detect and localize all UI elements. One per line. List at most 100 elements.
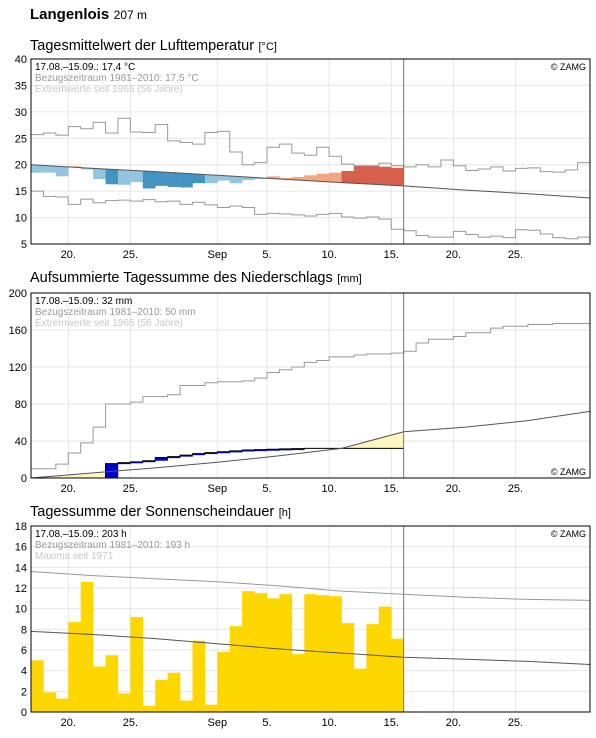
temperature-day-bar xyxy=(93,168,106,179)
temperature-day-bar xyxy=(229,176,243,184)
precip-daily-bar xyxy=(105,463,119,478)
temperature-anomaly-bar xyxy=(353,165,367,174)
precip-daily-bar xyxy=(242,449,255,452)
info-line-3: Extremwerte seit 1965 (56 Jahre) xyxy=(35,318,183,329)
y-tick-label: 16 xyxy=(15,542,27,554)
precip-daily-bar xyxy=(267,449,280,451)
y-tick-label: 40 xyxy=(15,54,27,66)
precip-daily-bar xyxy=(291,448,305,451)
info-line-2: Bezugszeitraum 1981–2010: 50 mm xyxy=(35,307,196,318)
x-tick-label: 25. xyxy=(123,249,138,261)
reference-mean-line xyxy=(30,410,591,479)
precip-daily-bar xyxy=(254,449,268,452)
temperature-day-bar xyxy=(155,171,168,186)
info-line-3: Extremwerte seit 1965 (56 Jahre) xyxy=(35,84,183,95)
sunshine-day-bar xyxy=(254,593,268,712)
x-tick-label: 5. xyxy=(262,249,271,261)
info-line-2: Bezugszeitraum 1981–2010: 17,5 °C xyxy=(35,73,199,84)
sunshine-day-bar xyxy=(155,679,168,712)
precip-daily-bar xyxy=(130,461,144,464)
temperature-day-bar xyxy=(254,177,268,179)
y-tick-label: 35 xyxy=(15,80,27,92)
x-tick-label: 25. xyxy=(508,717,523,729)
sunshine-day-bar xyxy=(130,616,144,712)
x-tick-label: 5. xyxy=(262,483,271,495)
sunshine-day-bar xyxy=(291,654,305,712)
sunshine-day-bar xyxy=(316,595,330,712)
extreme-max-line xyxy=(31,117,590,173)
y-tick-label: 18 xyxy=(15,521,27,533)
info-line-1: 17.08.–15.09.: 32 mm xyxy=(35,296,132,307)
x-tick-label: Sep xyxy=(208,483,228,495)
y-tick-label: 6 xyxy=(21,645,27,657)
sunshine-title: Tagessumme der Sonnenscheindauer xyxy=(30,504,275,520)
precip-deficit-area xyxy=(353,441,367,449)
sunshine-day-bar xyxy=(105,655,119,712)
sunshine-day-bar xyxy=(329,596,342,712)
precip-daily-bar xyxy=(155,457,168,461)
y-tick-label: 14 xyxy=(15,562,27,574)
y-tick-label: 120 xyxy=(9,362,27,374)
plot-frame xyxy=(30,525,591,713)
temperature-day-bar xyxy=(142,171,156,189)
temperature-unit: [°C] xyxy=(258,41,277,53)
x-tick-label: 15. xyxy=(384,483,399,495)
temperature-anomaly-bar xyxy=(341,171,355,173)
temperature-day-bar xyxy=(267,176,280,179)
sunshine-day-bar xyxy=(341,623,355,712)
temperature-day-bar xyxy=(279,177,293,180)
sunshine-day-bar xyxy=(117,693,131,712)
temperature-day-bar xyxy=(105,169,119,185)
temperature-title: Tagesmittelwert der Lufttemperatur xyxy=(30,38,255,54)
y-tick-label: 0 xyxy=(21,707,27,719)
info-line-3: Maxima seit 1971 xyxy=(35,551,114,562)
precip-deficit-area xyxy=(80,472,94,478)
observed-cumulative-line xyxy=(31,447,404,479)
temperature-anomaly-bar xyxy=(366,165,380,174)
precip-daily-bar xyxy=(229,450,243,453)
sunshine-day-bar xyxy=(68,622,81,712)
reference-mean-line xyxy=(30,630,591,665)
precip-daily-bar xyxy=(142,460,156,463)
temperature-day-bar xyxy=(291,176,305,181)
x-tick-label: 10. xyxy=(321,249,336,261)
sunshine-day-bar xyxy=(55,698,69,712)
copyright-label: © ZAMG xyxy=(551,529,586,539)
station-altitude: 207 m xyxy=(113,8,147,22)
x-tick-label: 15. xyxy=(384,717,399,729)
precipitation-title: Aufsummierte Tagessumme des Niederschlag… xyxy=(30,270,333,286)
x-tick-label: 25. xyxy=(508,249,523,261)
sunshine-heading: Tagessumme der Sonnenscheindauer [h] xyxy=(30,503,291,521)
sunshine-day-bar xyxy=(279,594,293,712)
precipitation-heading: Aufsummierte Tagessumme des Niederschlag… xyxy=(30,269,362,287)
x-tick-label: 20. xyxy=(61,717,76,729)
reference-mean-line xyxy=(30,164,591,199)
y-tick-label: 0 xyxy=(21,473,27,485)
y-tick-label: 10 xyxy=(15,213,27,225)
y-tick-label: 160 xyxy=(9,325,27,337)
copyright-label: © ZAMG xyxy=(551,62,586,72)
precip-deficit-area xyxy=(93,471,106,478)
maxima-line xyxy=(30,570,591,601)
sunshine-day-bar xyxy=(353,668,367,712)
info-line-2: Bezugszeitraum 1981–2010: 193 h xyxy=(35,540,190,551)
y-tick-label: 8 xyxy=(21,624,27,636)
temperature-day-bar xyxy=(80,168,94,170)
station-name: Langenlois xyxy=(30,6,110,23)
y-tick-label: 40 xyxy=(15,436,27,448)
y-tick-label: 12 xyxy=(15,583,27,595)
y-tick-label: 5 xyxy=(21,239,27,251)
temperature-day-bar xyxy=(217,175,231,181)
precip-daily-bar xyxy=(217,451,231,454)
temperature-chart: 5 10 15 20 25 30 35 40 20. 25. Sep 5. 10. 15. 20. 25. 17… xyxy=(15,54,591,261)
sunshine-day-bar xyxy=(31,660,44,712)
temperature-day-bar xyxy=(192,174,206,184)
temperature-day-bar xyxy=(204,174,218,184)
extreme-min-line xyxy=(31,190,590,240)
sunshine-day-bar xyxy=(43,692,57,712)
temperature-anomaly-bar xyxy=(391,167,404,175)
sunshine-day-bar xyxy=(192,640,206,712)
y-tick-label: 10 xyxy=(15,604,27,616)
extreme-max-line xyxy=(31,322,591,470)
sunshine-day-bar xyxy=(142,705,156,712)
